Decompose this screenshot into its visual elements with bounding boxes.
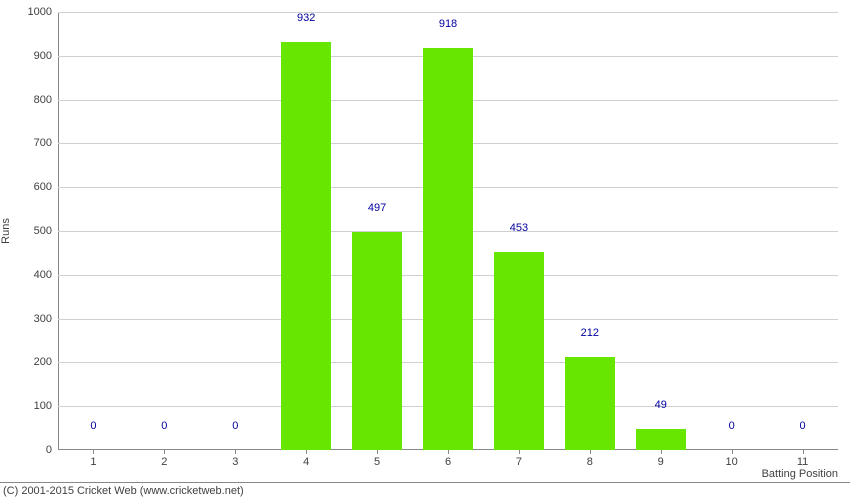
bar-value-label: 453	[510, 222, 528, 237]
bar	[352, 232, 402, 450]
x-tick-label: 1	[90, 450, 96, 468]
x-tick-label: 3	[232, 450, 238, 468]
y-tick-label: 1000	[28, 6, 58, 18]
bar-value-label: 0	[232, 420, 238, 435]
y-tick-label: 700	[34, 137, 58, 149]
y-tick-label: 800	[34, 94, 58, 106]
bar-value-label: 49	[655, 399, 667, 414]
bar	[423, 48, 473, 450]
y-tick-label: 200	[34, 356, 58, 368]
y-tick-label: 100	[34, 400, 58, 412]
bar	[636, 429, 686, 450]
bar-value-label: 212	[581, 327, 599, 342]
chart-container: 0100200300400500600700800900100010203049…	[0, 0, 850, 500]
x-tick-label: 5	[374, 450, 380, 468]
bar-value-label: 0	[799, 420, 805, 435]
x-axis-title: Batting Position	[762, 468, 838, 480]
copyright-text: (C) 2001-2015 Cricket Web (www.cricketwe…	[0, 482, 850, 500]
y-tick-label: 500	[34, 225, 58, 237]
x-tick-label: 7	[516, 450, 522, 468]
bar-value-label: 918	[439, 18, 457, 33]
bar-value-label: 497	[368, 202, 386, 217]
bar-value-label: 0	[729, 420, 735, 435]
gridline	[58, 12, 838, 13]
bar-value-label: 932	[297, 12, 315, 27]
y-tick-label: 900	[34, 50, 58, 62]
y-tick-label: 400	[34, 269, 58, 281]
y-tick-label: 0	[46, 444, 58, 456]
x-tick-label: 9	[658, 450, 664, 468]
bar	[565, 357, 615, 450]
plot-area: 0100200300400500600700800900100010203049…	[58, 12, 838, 450]
x-tick-label: 11	[797, 450, 808, 468]
bar-value-label: 0	[161, 420, 167, 435]
y-axis-title: Runs	[0, 218, 12, 244]
x-tick-label: 8	[587, 450, 593, 468]
bar	[281, 42, 331, 450]
x-tick-label: 4	[303, 450, 309, 468]
bar-value-label: 0	[90, 420, 96, 435]
x-tick-label: 6	[445, 450, 451, 468]
y-tick-label: 300	[34, 313, 58, 325]
x-tick-label: 2	[161, 450, 167, 468]
x-tick-label: 10	[726, 450, 738, 468]
bar	[494, 252, 544, 450]
y-tick-label: 600	[34, 181, 58, 193]
